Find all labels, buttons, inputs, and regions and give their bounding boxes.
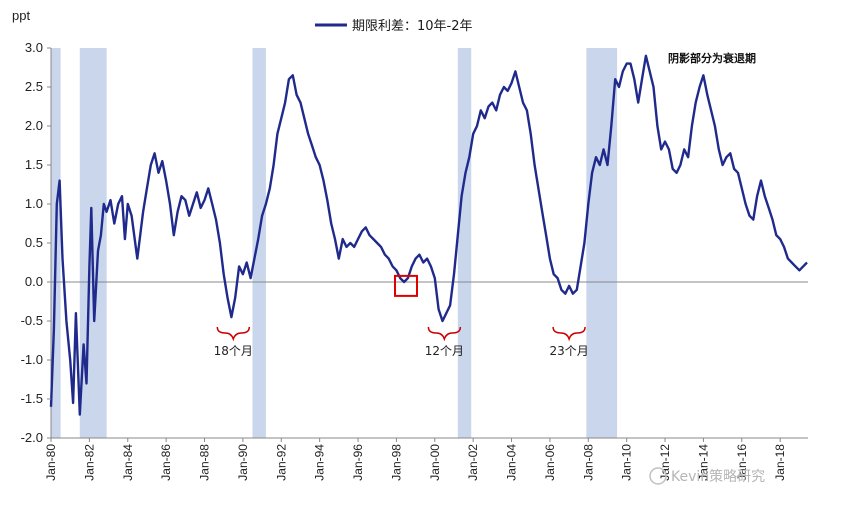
recession-band-3 xyxy=(252,48,266,438)
y-tick-label: -0.5 xyxy=(21,313,43,328)
y-tick-label: 1.5 xyxy=(25,157,43,172)
y-tick-labels: 3.0 2.5 2.0 1.5 1.0 0.5 0.0 -0.5 -1.0 -1.5 -2.0 xyxy=(21,40,51,445)
y-tick-label: -1.0 xyxy=(21,352,43,367)
x-tick-label: Jan-10 xyxy=(620,444,634,481)
y-tick-label: 2.0 xyxy=(25,118,43,133)
legend: 期限利差：10年-2年 xyxy=(315,19,473,34)
x-tick-label: Jan-80 xyxy=(44,444,58,481)
y-tick-label: 1.0 xyxy=(25,196,43,211)
highlight-box xyxy=(393,274,418,297)
x-tick-label: Jan-14 xyxy=(696,444,710,481)
legend-label: 期限利差：10年-2年 xyxy=(352,19,473,34)
lag-annotations: 18个月 12个月 23个月 xyxy=(214,326,589,358)
recession-band-4 xyxy=(457,48,472,438)
annotation-brace-2 xyxy=(427,326,462,342)
x-tick-label: Jan-96 xyxy=(351,444,365,481)
series-line-1 xyxy=(49,54,808,416)
y-tick-label: 2.5 xyxy=(25,79,43,94)
x-tick-label: Jan-98 xyxy=(389,444,403,481)
recession-note: 阴影部分为衰退期 xyxy=(668,51,756,65)
x-tick-label: Jan-94 xyxy=(313,444,327,481)
annotation-brace-1 xyxy=(216,326,251,342)
x-tick-label: Jan-18 xyxy=(773,444,787,481)
y-tick-label: 3.0 xyxy=(25,40,43,55)
y-tick-label: 0.0 xyxy=(25,274,43,289)
y-tick-label: -1.5 xyxy=(21,391,43,406)
watermark-text: Kevin策略研究 xyxy=(671,468,765,485)
x-tick-label: Jan-86 xyxy=(159,444,173,481)
y-axis-label: ppt xyxy=(12,8,30,23)
watermark: Kevin策略研究 xyxy=(649,467,765,485)
x-tick-label: Jan-02 xyxy=(466,444,480,481)
wechat-icon xyxy=(649,467,667,485)
annotation-label-3: 23个月 xyxy=(549,344,588,358)
y-tick-label: 0.5 xyxy=(25,235,43,250)
y-tick-label: -2.0 xyxy=(21,430,43,445)
annotation-label-2: 12个月 xyxy=(425,344,464,358)
annotation-brace-3 xyxy=(552,326,586,342)
x-tick-label: Jan-92 xyxy=(274,444,288,481)
x-tick-label: Jan-90 xyxy=(236,444,250,481)
x-tick-labels: Jan-80 Jan-82 Jan-84 Jan-86 Jan-88 Jan-90 Jan-… xyxy=(44,438,787,481)
x-tick-label: Jan-16 xyxy=(735,444,749,481)
x-tick-label: Jan-00 xyxy=(428,444,442,481)
x-tick-label: Jan-84 xyxy=(121,444,135,481)
series-10y-2y xyxy=(49,54,808,416)
x-tick-label: Jan-04 xyxy=(505,444,519,481)
x-tick-label: Jan-12 xyxy=(658,444,672,481)
x-tick-label: Jan-88 xyxy=(198,444,212,481)
x-tick-label: Jan-82 xyxy=(82,444,96,481)
x-tick-label: Jan-06 xyxy=(543,444,557,481)
annotation-label-1: 18个月 xyxy=(214,344,253,358)
x-tick-label: Jan-08 xyxy=(581,444,595,481)
